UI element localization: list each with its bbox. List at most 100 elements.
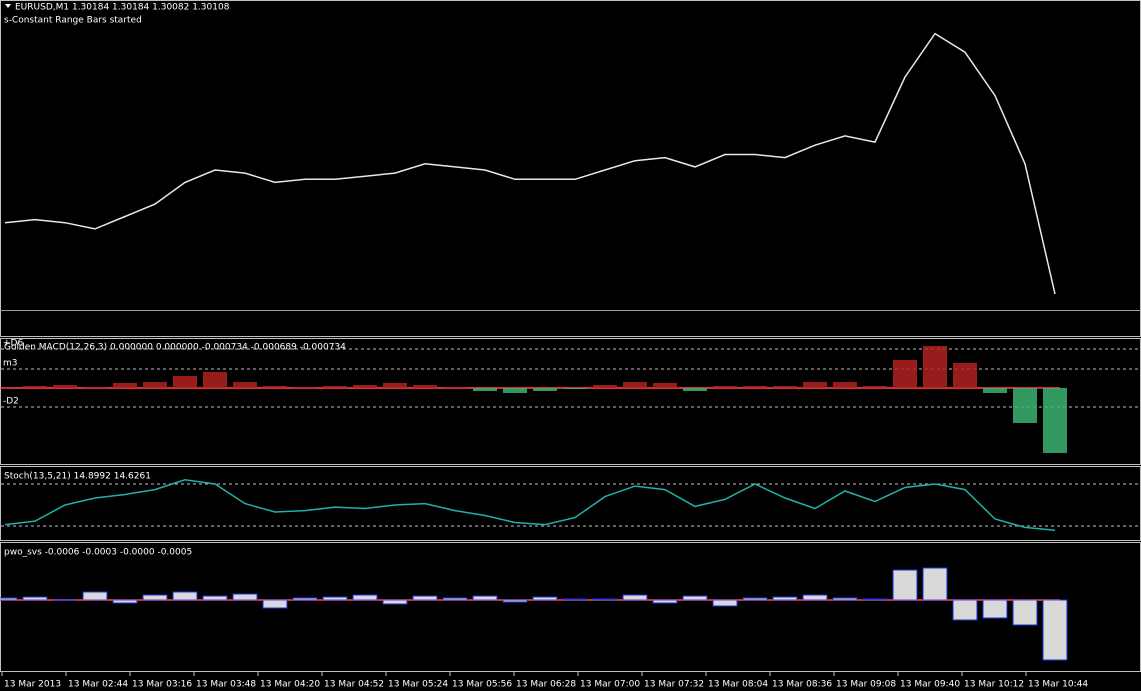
histogram-bar bbox=[802, 594, 828, 601]
histogram-bar bbox=[892, 569, 918, 601]
histogram-bar bbox=[683, 388, 707, 391]
histogram-bar bbox=[442, 597, 468, 601]
pwo-title: pwo_svs -0.0006 -0.0003 -0.0000 -0.0005 bbox=[4, 548, 192, 558]
histogram-bar bbox=[833, 382, 857, 388]
histogram-bar bbox=[472, 595, 498, 601]
histogram-bar bbox=[653, 383, 677, 388]
histogram-bar bbox=[503, 388, 527, 393]
histogram-bar bbox=[622, 594, 648, 601]
histogram-bar bbox=[922, 567, 948, 601]
time-label: 13 Mar 07:00 bbox=[580, 680, 640, 690]
histogram-bar bbox=[263, 386, 287, 388]
time-label: 13 Mar 02:44 bbox=[68, 680, 128, 690]
histogram-bar bbox=[592, 598, 618, 601]
histogram-bar bbox=[142, 594, 168, 601]
histogram-bar bbox=[952, 599, 978, 621]
series-line bbox=[4, 32, 1056, 295]
histogram-bar bbox=[773, 386, 797, 388]
histogram-bar bbox=[382, 599, 408, 605]
histogram-bar bbox=[803, 382, 827, 388]
level-label: +D6 bbox=[3, 339, 23, 349]
histogram-bar bbox=[1013, 388, 1037, 423]
histogram-bar bbox=[143, 382, 167, 388]
histogram-bar bbox=[593, 385, 617, 388]
histogram-bar bbox=[1043, 388, 1067, 453]
histogram-bar bbox=[562, 598, 588, 601]
histogram-bar bbox=[1012, 599, 1038, 626]
histogram-bar bbox=[203, 372, 227, 388]
histogram-bar bbox=[22, 596, 48, 601]
histogram-bar bbox=[322, 596, 348, 601]
time-label: 13 Mar 05:56 bbox=[452, 680, 512, 690]
histogram-bar bbox=[353, 385, 377, 388]
histogram-bar bbox=[443, 387, 467, 388]
histogram-bar bbox=[832, 597, 858, 601]
time-label: 13 Mar 2013 bbox=[4, 680, 61, 690]
histogram-bar bbox=[533, 388, 557, 391]
time-label: 13 Mar 07:32 bbox=[644, 680, 704, 690]
histogram-bar bbox=[953, 363, 977, 388]
histogram-bar bbox=[202, 595, 228, 601]
histogram-bar bbox=[502, 599, 528, 603]
histogram-bar bbox=[352, 594, 378, 601]
time-label: 13 Mar 10:44 bbox=[1028, 680, 1088, 690]
histogram-bar bbox=[532, 596, 558, 601]
histogram-bar bbox=[713, 386, 737, 388]
histogram-bar bbox=[863, 386, 887, 388]
histogram-bar bbox=[473, 388, 497, 391]
histogram-bar bbox=[112, 599, 138, 604]
histogram-bar bbox=[982, 599, 1008, 619]
histogram-bar bbox=[323, 386, 347, 388]
level-label: -D2 bbox=[3, 397, 19, 407]
stoch-title: Stoch(13,5,21) 14.8992 14.6261 bbox=[4, 472, 151, 482]
histogram-bar bbox=[862, 598, 888, 601]
histogram-bar bbox=[113, 383, 137, 388]
histogram-bar bbox=[23, 386, 47, 388]
histogram-bar bbox=[712, 599, 738, 607]
histogram-bar bbox=[383, 383, 407, 388]
histogram-bar bbox=[743, 386, 767, 388]
histogram-bar bbox=[83, 387, 107, 388]
histogram-bar bbox=[173, 376, 197, 388]
histogram-bar bbox=[292, 597, 318, 601]
time-label: 13 Mar 08:36 bbox=[772, 680, 832, 690]
histogram-bar bbox=[52, 599, 78, 601]
time-label: 13 Mar 09:40 bbox=[900, 680, 960, 690]
histogram-bar bbox=[232, 593, 258, 601]
series-line bbox=[4, 479, 1056, 531]
histogram-bar bbox=[53, 385, 77, 388]
time-label: 13 Mar 06:28 bbox=[516, 680, 576, 690]
time-label: 13 Mar 10:12 bbox=[964, 680, 1024, 690]
histogram-bar bbox=[923, 346, 947, 388]
histogram-bar bbox=[652, 599, 678, 604]
symbol-header: EURUSD,M1 1.30184 1.30184 1.30082 1.3010… bbox=[15, 3, 230, 13]
histogram-bar bbox=[623, 382, 647, 388]
status-text: s-Constant Range Bars started bbox=[4, 16, 142, 26]
macd-title: Golden MACD(12,26,3) 0.000000 0.000000 -… bbox=[4, 343, 346, 353]
histogram-bar bbox=[563, 388, 587, 389]
histogram-bar bbox=[413, 385, 437, 388]
histogram-bar bbox=[293, 387, 317, 388]
time-label: 13 Mar 09:08 bbox=[836, 680, 896, 690]
histogram-bar bbox=[742, 597, 768, 601]
histogram-bar bbox=[893, 360, 917, 388]
time-label: 13 Mar 03:16 bbox=[132, 680, 192, 690]
histogram-bar bbox=[772, 596, 798, 601]
histogram-bar bbox=[412, 595, 438, 601]
level-label: m3 bbox=[3, 359, 18, 369]
time-label: 13 Mar 04:20 bbox=[260, 680, 320, 690]
histogram-bar bbox=[262, 599, 288, 609]
histogram-bar bbox=[0, 597, 18, 601]
time-label: 13 Mar 04:52 bbox=[324, 680, 384, 690]
histogram-bar bbox=[172, 591, 198, 601]
dropdown-arrow[interactable] bbox=[5, 4, 11, 8]
histogram-bar bbox=[233, 382, 257, 388]
histogram-bar bbox=[1042, 599, 1068, 661]
time-label: 13 Mar 08:04 bbox=[708, 680, 768, 690]
histogram-bar bbox=[82, 591, 108, 601]
histogram-bar bbox=[0, 388, 17, 389]
time-label: 13 Mar 05:24 bbox=[388, 680, 448, 690]
time-label: 13 Mar 03:48 bbox=[196, 680, 256, 690]
